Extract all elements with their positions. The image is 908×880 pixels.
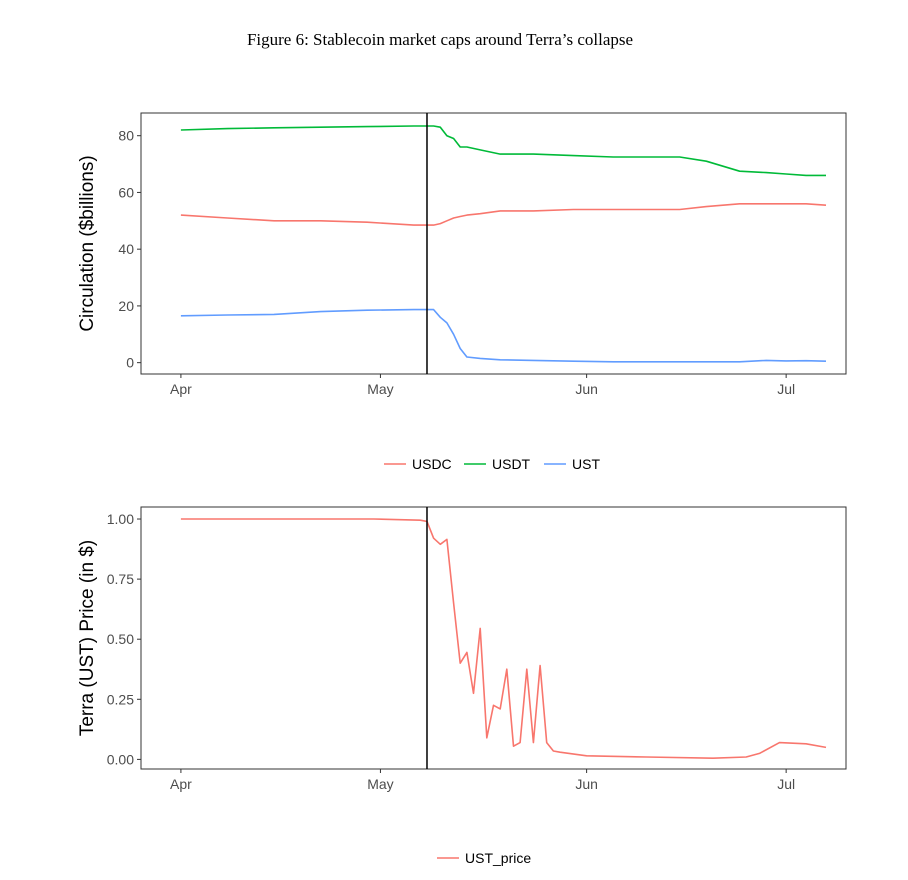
x-tick-label: Jun [575,381,598,397]
legend-circulation: USDC USDT UST [384,456,600,472]
figure-title: Figure 6: Stablecoin market caps around … [246,30,634,49]
x-tick-label: May [367,381,393,397]
legend-label-ust: UST [572,456,600,472]
legend-label-usdt: USDT [492,456,531,472]
panel-ust-price: 0.00 0.25 0.50 0.75 1.00 Apr May Jun Jul Terra (U… [77,506,847,792]
y-tick-label: 0.00 [107,751,134,767]
y-tick-label: 0 [126,355,134,371]
legend-label-usdc: USDC [412,456,452,472]
x-tick-label: Apr [170,776,192,792]
x-tick-label: Jul [777,381,795,397]
x-tick-label: Jun [575,776,598,792]
y-axis-label: Terra (UST) Price (in $) [77,540,98,736]
plot-frame [140,112,847,375]
y-tick-label: 0.75 [107,571,134,587]
x-tick-label: Jul [777,776,795,792]
series-line-ust-price [180,518,827,760]
y-tick-label: 1.00 [107,511,134,527]
legend-ust-price: UST_price [437,850,531,866]
y-tick-label: 80 [118,128,134,144]
x-tick-label: May [367,776,393,792]
y-tick-label: 60 [118,184,134,200]
y-tick-label: 40 [118,241,134,257]
x-tick-label: Apr [170,381,192,397]
y-tick-label: 20 [118,298,134,314]
series-line-usdc [180,203,827,226]
y-tick-label: 0.25 [107,691,134,707]
series-line-ust [180,308,827,363]
y-axis-label: Circulation ($billions) [77,155,98,331]
plot-frame [140,506,847,770]
panel-circulation: 0 20 40 60 80 Apr May Jun Jul Circulation ($billi… [77,112,847,397]
legend-label-ust-price: UST_price [465,850,531,866]
series-line-usdt [180,125,826,177]
y-tick-label: 0.50 [107,631,134,647]
